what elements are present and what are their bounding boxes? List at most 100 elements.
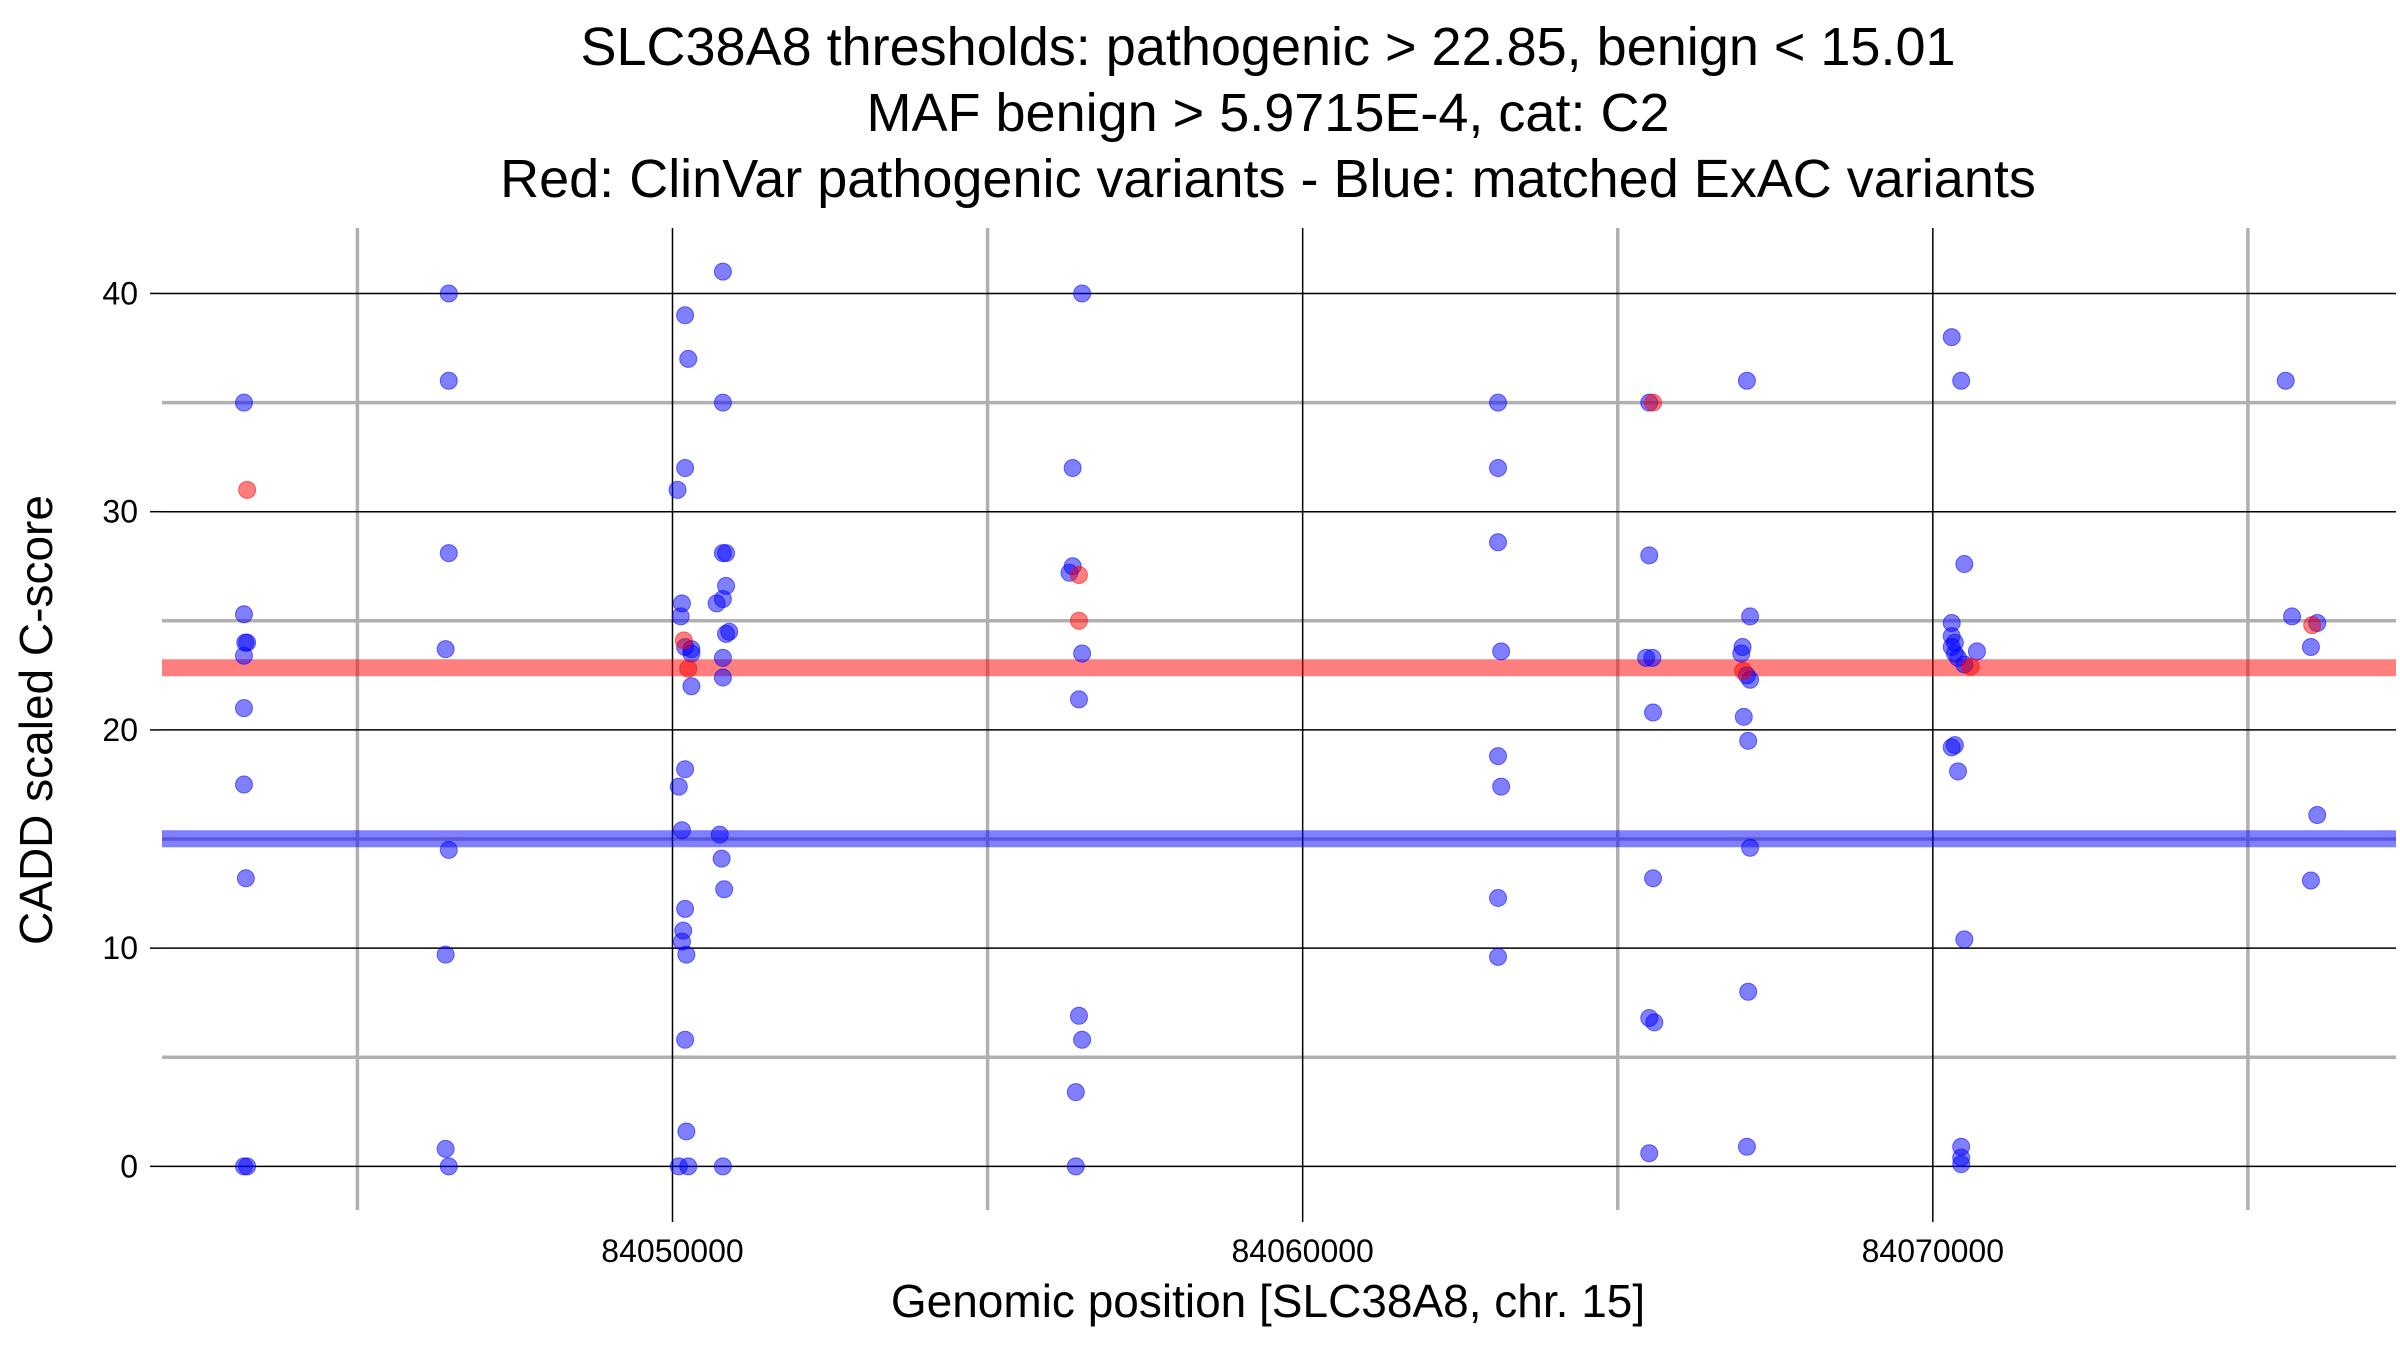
data-point-matched-exac [713, 1157, 732, 1176]
data-point-matched-exac [676, 899, 695, 918]
data-point-matched-exac [717, 544, 736, 563]
data-point-clinvar-pathogenic [679, 659, 698, 678]
data-point-matched-exac [679, 1157, 698, 1176]
grid-layer [162, 228, 2396, 1210]
data-point-matched-exac [236, 869, 255, 888]
data-point-matched-exac [234, 393, 253, 412]
data-point-matched-exac [439, 840, 458, 859]
data-point-clinvar-pathogenic [1644, 393, 1663, 412]
data-point-matched-exac [439, 544, 458, 563]
data-point-matched-exac [2276, 371, 2295, 390]
data-point-matched-exac [1489, 533, 1508, 552]
data-point-matched-exac [1739, 731, 1758, 750]
data-point-matched-exac [439, 371, 458, 390]
x-tick-label: 84060000 [1231, 1233, 1373, 1269]
data-point-matched-exac [676, 306, 695, 325]
data-point-matched-exac [436, 1139, 455, 1158]
data-point-matched-exac [436, 640, 455, 659]
data-point-matched-exac [1066, 1157, 1085, 1176]
data-point-matched-exac [1741, 607, 1760, 626]
data-point-matched-exac [672, 821, 691, 840]
data-point-matched-exac [717, 624, 736, 643]
data-point-matched-exac [1073, 644, 1092, 663]
data-point-matched-exac [676, 760, 695, 779]
data-point-matched-exac [679, 349, 698, 368]
data-point-matched-exac [1489, 747, 1508, 766]
y-tick-label: 40 [102, 275, 138, 311]
data-point-matched-exac [1489, 393, 1508, 412]
data-point-matched-exac [2308, 806, 2327, 825]
data-point-matched-exac [1737, 371, 1756, 390]
data-point-matched-exac [707, 594, 726, 613]
data-point-matched-exac [1066, 1083, 1085, 1102]
data-point-matched-exac [1955, 930, 1974, 949]
data-point-clinvar-pathogenic [1069, 611, 1088, 630]
data-point-matched-exac [1069, 1006, 1088, 1025]
data-point-clinvar-pathogenic [2303, 616, 2322, 635]
data-point-matched-exac [668, 480, 687, 499]
data-point-matched-exac [234, 775, 253, 794]
chart-title-line-1: SLC38A8 thresholds: pathogenic > 22.85, … [580, 17, 1955, 77]
data-point-matched-exac [669, 777, 688, 796]
data-point-matched-exac [2301, 871, 2320, 890]
data-point-clinvar-pathogenic [1069, 565, 1088, 584]
data-point-matched-exac [713, 262, 732, 281]
data-point-matched-exac [677, 945, 696, 964]
points-layer [234, 262, 2327, 1176]
data-point-matched-exac [1073, 284, 1092, 303]
data-point-matched-exac [713, 668, 732, 687]
data-point-matched-exac [1739, 982, 1758, 1001]
data-point-matched-exac [439, 284, 458, 303]
data-point-matched-exac [439, 1157, 458, 1176]
data-point-matched-exac [1073, 1030, 1092, 1049]
data-point-matched-exac [1737, 1137, 1756, 1156]
data-point-matched-exac [1942, 738, 1961, 757]
data-point-matched-exac [1952, 371, 1971, 390]
x-axis-label: Genomic position [SLC38A8, chr. 15] [891, 1275, 1645, 1327]
data-point-matched-exac [1955, 555, 1974, 574]
data-point-matched-exac [234, 646, 253, 665]
data-point-matched-exac [671, 607, 690, 626]
data-point-matched-exac [1949, 762, 1968, 781]
y-tick-label: 10 [102, 930, 138, 966]
data-point-matched-exac [1489, 888, 1508, 907]
data-point-clinvar-pathogenic [238, 480, 257, 499]
data-point-matched-exac [436, 945, 455, 964]
y-tick-label: 0 [120, 1148, 138, 1184]
y-axis-label: CADD scaled C-score [10, 495, 62, 945]
data-point-matched-exac [713, 393, 732, 412]
chart-title-line-2: MAF benign > 5.9715E-4, cat: C2 [867, 83, 1670, 143]
data-point-matched-exac [712, 849, 731, 868]
data-point-matched-exac [2301, 637, 2320, 656]
data-point-matched-exac [2283, 607, 2302, 626]
data-point-matched-exac [1643, 648, 1662, 667]
data-point-matched-exac [1645, 1013, 1664, 1032]
data-point-matched-exac [1489, 947, 1508, 966]
x-tick-label: 84070000 [1862, 1233, 2004, 1269]
data-point-matched-exac [1952, 1155, 1971, 1174]
data-point-clinvar-pathogenic [1734, 661, 1753, 680]
data-point-matched-exac [1492, 642, 1511, 661]
chart-title-line-3: Red: ClinVar pathogenic variants - Blue:… [500, 149, 2036, 209]
data-point-matched-exac [1489, 459, 1508, 478]
data-point-matched-exac [234, 605, 253, 624]
y-tick-label: 20 [102, 712, 138, 748]
data-point-matched-exac [713, 648, 732, 667]
data-point-matched-exac [1492, 777, 1511, 796]
data-point-matched-exac [1942, 328, 1961, 347]
data-point-matched-exac [715, 880, 734, 899]
data-point-clinvar-pathogenic [1961, 657, 1980, 676]
data-point-matched-exac [1069, 690, 1088, 709]
data-point-matched-exac [1734, 707, 1753, 726]
data-point-matched-exac [676, 1030, 695, 1049]
y-tick-label: 30 [102, 494, 138, 530]
data-point-matched-exac [710, 825, 729, 844]
data-point-matched-exac [1644, 703, 1663, 722]
data-point-clinvar-pathogenic [674, 631, 693, 650]
data-point-matched-exac [1967, 642, 1986, 661]
x-tick-label: 84050000 [601, 1233, 743, 1269]
data-point-matched-exac [1644, 869, 1663, 888]
data-point-matched-exac [1640, 1144, 1659, 1163]
data-point-matched-exac [1741, 838, 1760, 857]
